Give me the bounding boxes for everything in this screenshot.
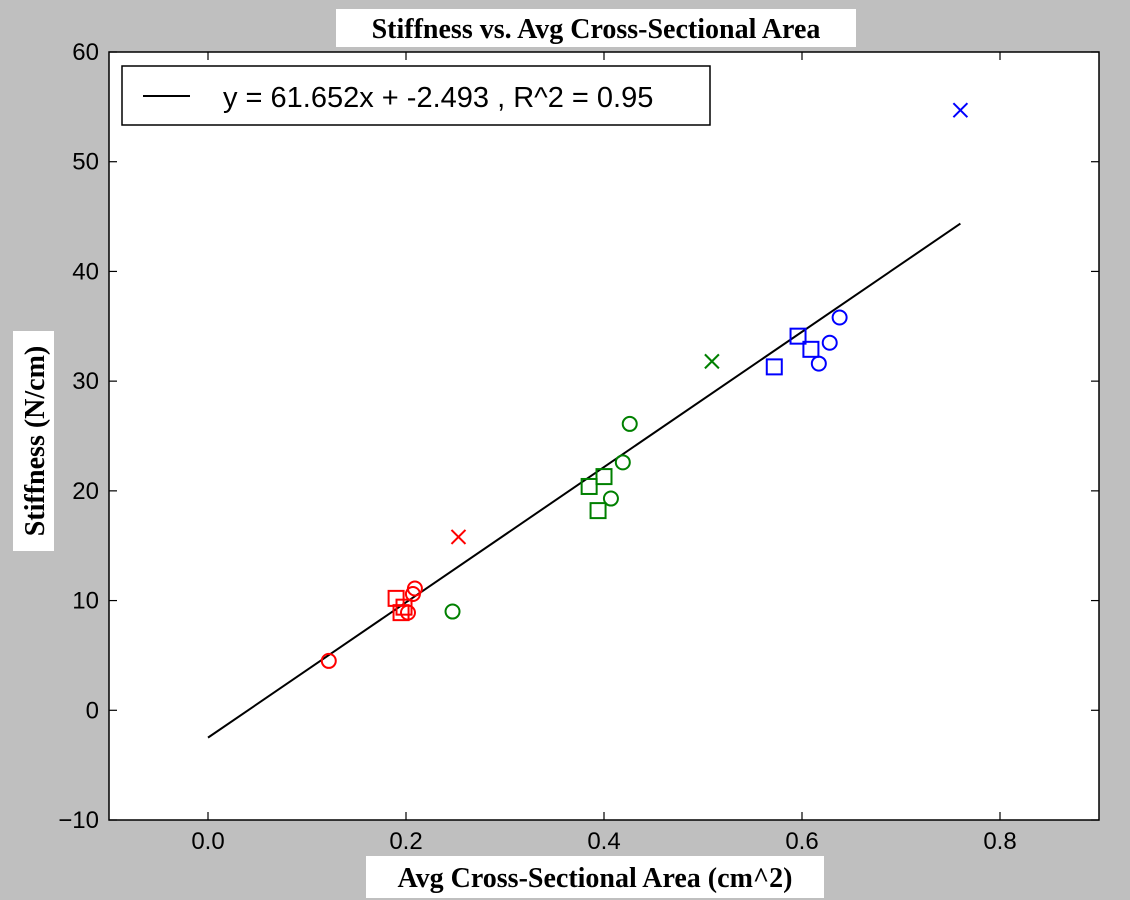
x-tick-label: 0.0 [191, 828, 224, 855]
legend-box [121, 65, 711, 126]
x-tick-label: 0.2 [389, 828, 422, 855]
x-tick-label: 0.4 [587, 828, 620, 855]
data-point-square [589, 502, 607, 520]
data-point-circle [614, 454, 631, 471]
data-point-circle [406, 580, 423, 597]
data-point-square [395, 598, 413, 616]
ylabel-background [13, 331, 54, 551]
data-point-square [580, 477, 598, 495]
y-tick-label: 40 [72, 258, 99, 285]
chart-title: Stiffness vs. Avg Cross-Sectional Area [372, 14, 821, 45]
y-tick-label: −10 [58, 807, 99, 834]
data-point-square [392, 604, 410, 622]
y-tick-label: 60 [72, 39, 99, 66]
y-tick-label: 30 [72, 368, 99, 395]
data-point-square [802, 340, 820, 358]
data-point-square [765, 358, 783, 376]
data-point-circle [831, 309, 848, 326]
data-point-square [595, 468, 613, 486]
data-points [320, 102, 969, 669]
data-point-circle [320, 652, 337, 669]
y-axis: −10 0 10 20 30 40 50 60 [58, 39, 1099, 834]
data-point-circle [444, 603, 461, 620]
data-point-cross [952, 102, 969, 118]
title-background [336, 9, 856, 47]
data-point-square [789, 327, 807, 345]
x-tick-label: 0.6 [785, 828, 818, 855]
y-axis-label: Stiffness (N/cm) [20, 346, 51, 537]
data-point-circle [821, 334, 838, 351]
legend-label: y = 61.652x + -2.493 , R^2 = 0.95 [223, 82, 653, 114]
y-tick-label: 10 [72, 588, 99, 615]
data-point-circle [621, 415, 638, 432]
data-point-cross [450, 529, 467, 545]
y-tick-label: 20 [72, 478, 99, 505]
y-tick-label: 0 [86, 697, 99, 724]
legend: y = 61.652x + -2.493 , R^2 = 0.95 [121, 65, 711, 126]
x-axis: 0.0 0.2 0.4 0.6 0.8 [191, 52, 1017, 855]
y-tick-label: 50 [72, 149, 99, 176]
xlabel-background [366, 856, 824, 898]
x-axis-label: Avg Cross-Sectional Area (cm^2) [398, 863, 793, 894]
x-tick-label: 0.8 [983, 828, 1016, 855]
fit-line [207, 222, 961, 739]
data-point-cross [704, 353, 720, 370]
data-point-circle [602, 490, 619, 507]
